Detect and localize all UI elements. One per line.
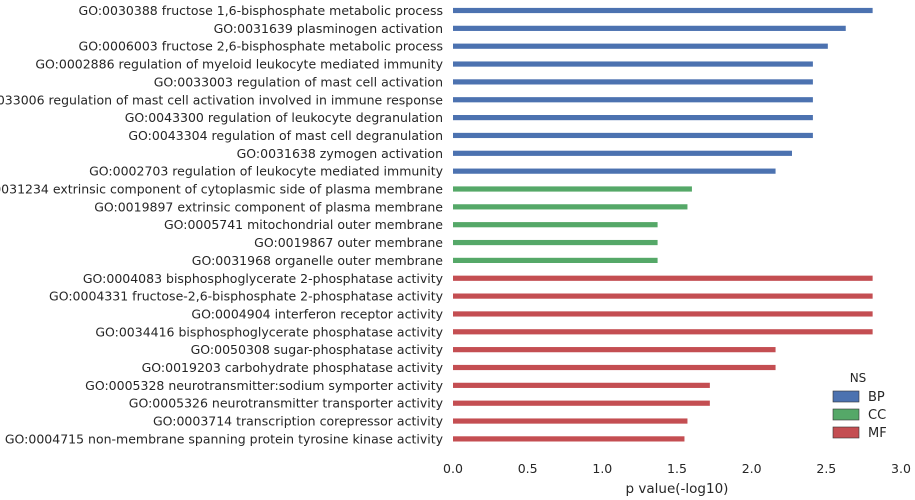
category-label: GO:0019897 extrinsic component of plasma…	[94, 199, 443, 214]
category-label: GO:0004904 interferon receptor activity	[191, 306, 443, 321]
category-label: GO:0043304 regulation of mast cell degra…	[128, 128, 443, 143]
category-label: GO:0031638 zymogen activation	[237, 146, 443, 161]
legend-swatch-bp	[832, 390, 860, 403]
category-label: GO:0031234 extrinsic component of cytopl…	[0, 182, 443, 197]
category-label: GO:0002886 regulation of myeloid leukocy…	[35, 57, 443, 72]
category-label: GO:0030388 fructose 1,6-bisphosphate met…	[79, 3, 443, 18]
bars-layer	[453, 7, 873, 442]
category-label: GO:0019203 carbohydrate phosphatase acti…	[142, 360, 444, 375]
x-tick-label: 1.5	[667, 461, 687, 476]
category-labels: GO:0030388 fructose 1,6-bisphosphate met…	[0, 3, 444, 446]
category-label: GO:0006003 fructose 2,6-bisphosphate met…	[79, 39, 443, 54]
category-label: GO:0004083 bisphosphoglycerate 2-phospha…	[83, 271, 444, 286]
legend-label-mf: MF	[868, 426, 887, 441]
legend-label-cc: CC	[868, 408, 886, 423]
legend-label-bp: BP	[868, 390, 885, 405]
bar-mf	[453, 400, 710, 406]
category-label: GO:0033006 regulation of mast cell activ…	[0, 92, 443, 107]
bar-bp	[453, 168, 776, 174]
legend-swatch-mf	[832, 426, 860, 439]
category-label: GO:0004715 non-membrane spanning protein…	[5, 431, 444, 446]
x-tick-label: 1.0	[592, 461, 612, 476]
bar-bp	[453, 97, 813, 103]
bar-bp	[453, 61, 813, 67]
x-tick-label: 2.5	[816, 461, 836, 476]
category-label: GO:0034416 bisphosphoglycerate phosphata…	[95, 324, 443, 339]
category-label: GO:0003714 transcription corepressor act…	[153, 414, 444, 429]
bar-mf	[453, 329, 873, 335]
x-tick-label: 0.5	[518, 461, 538, 476]
bar-bp	[453, 43, 828, 49]
bar-bp	[453, 132, 813, 139]
bar-bp	[453, 150, 792, 156]
bar-mf	[453, 275, 873, 281]
legend-title: NS	[850, 371, 867, 385]
category-label: GO:0050308 sugar-phosphatase activity	[191, 342, 444, 357]
bar-mf	[453, 311, 873, 317]
bar-mf	[453, 382, 710, 388]
category-label: GO:0002703 regulation of leukocyte media…	[89, 164, 443, 179]
category-label: GO:0033003 regulation of mast cell activ…	[154, 74, 443, 89]
bar-bp	[453, 115, 813, 121]
category-label: GO:0004331 fructose-2,6-bisphosphate 2-p…	[49, 289, 444, 304]
category-label: GO:0005741 mitochondrial outer membrane	[164, 217, 443, 232]
legend: NS BP CC MF	[832, 371, 887, 441]
category-label: GO:0019867 outer membrane	[254, 235, 443, 250]
bar-bp	[453, 25, 846, 31]
category-label: GO:0043300 regulation of leukocyte degra…	[125, 110, 443, 125]
bar-bp	[453, 7, 873, 14]
bar-mf	[453, 418, 688, 424]
x-axis-ticks: 0.0 0.5 1.0 1.5 2.0 2.5 3.0	[443, 461, 911, 476]
x-axis-label: p value(-log10)	[626, 481, 729, 497]
x-tick-label: 3.0	[891, 461, 911, 476]
legend-swatch-cc	[832, 408, 860, 421]
bar-bp	[453, 79, 813, 85]
bar-cc	[453, 239, 658, 246]
bar-cc	[453, 222, 658, 228]
category-label: GO:0005328 neurotransmitter:sodium sympo…	[85, 378, 443, 393]
category-label: GO:0031639 plasminogen activation	[214, 21, 443, 36]
x-tick-label: 2.0	[742, 461, 762, 476]
category-label: GO:0005326 neurotransmitter transporter …	[129, 396, 444, 411]
bar-mf	[453, 364, 776, 371]
category-label: GO:0031968 organelle outer membrane	[192, 253, 444, 268]
bar-mf	[453, 293, 873, 299]
bar-cc	[453, 186, 692, 192]
x-tick-label: 0.0	[443, 461, 463, 476]
bar-cc	[453, 257, 658, 263]
legend-items: BP CC MF	[832, 390, 887, 441]
bar-mf	[453, 436, 685, 442]
bar-cc	[453, 204, 688, 210]
bar-mf	[453, 347, 776, 353]
